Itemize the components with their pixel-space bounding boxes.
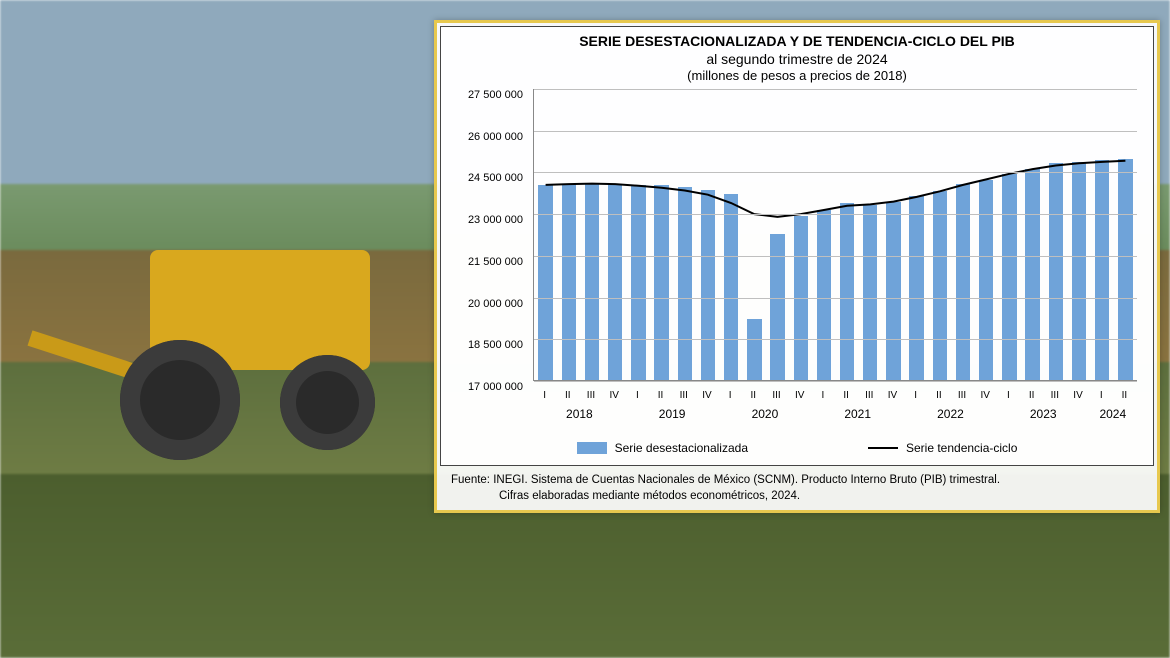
x-quarter-label: III	[865, 390, 873, 401]
x-quarter-label: II	[1029, 390, 1035, 401]
x-quarter-label: I	[636, 390, 639, 401]
x-quarter-label: III	[587, 390, 595, 401]
gridline	[534, 256, 1137, 257]
chart-plot: 17 000 000 18 500 000 20 000 000 21 500 000…	[451, 89, 1143, 429]
chart-units: (millones de pesos a precios de 2018)	[451, 68, 1143, 83]
x-quarter-label: III	[958, 390, 966, 401]
x-quarter-label: IV	[795, 390, 804, 401]
gridline	[534, 214, 1137, 215]
x-quarter-label: II	[565, 390, 571, 401]
y-tick-label: 20 000 000	[468, 298, 523, 310]
legend-bar-swatch	[577, 442, 607, 454]
y-tick-label: 26 000 000	[468, 131, 523, 143]
legend-bar-label: Serie desestacionalizada	[615, 441, 748, 455]
x-quarter-label: I	[1100, 390, 1103, 401]
x-quarter-label: III	[680, 390, 688, 401]
tractor-illustration	[30, 220, 450, 480]
y-tick-label: 24 500 000	[468, 172, 523, 184]
chart-title: SERIE DESESTACIONALIZADA Y DE TENDENCIA-…	[451, 33, 1143, 49]
y-tick-label: 27 500 000	[468, 89, 523, 101]
x-quarter-label: II	[1122, 390, 1128, 401]
y-tick-label: 21 500 000	[468, 256, 523, 268]
x-quarter-label: II	[658, 390, 664, 401]
x-year-label: 2018	[566, 407, 593, 421]
x-quarter-label: I	[543, 390, 546, 401]
x-year-label: 2024	[1099, 407, 1126, 421]
y-tick-label: 18 500 000	[468, 339, 523, 351]
y-tick-label: 17 000 000	[468, 381, 523, 393]
x-quarter-label: II	[936, 390, 942, 401]
chart-source: Fuente: INEGI. Sistema de Cuentas Nacion…	[437, 469, 1157, 510]
gridline	[534, 131, 1137, 132]
x-year-label: 2022	[937, 407, 964, 421]
chart-legend: Serie desestacionalizada Serie tendencia…	[441, 429, 1153, 465]
x-quarter-label: IV	[888, 390, 897, 401]
gridline	[534, 298, 1137, 299]
trend-line	[546, 161, 1126, 217]
x-quarter-label: II	[751, 390, 757, 401]
y-tick-label: 23 000 000	[468, 214, 523, 226]
gridline	[534, 89, 1137, 90]
x-year-label: 2020	[752, 407, 779, 421]
x-quarter-label: I	[822, 390, 825, 401]
x-quarter-label: IV	[609, 390, 618, 401]
x-quarter-label: I	[1007, 390, 1010, 401]
x-quarter-label: II	[843, 390, 849, 401]
gridline	[534, 172, 1137, 173]
x-quarter-label: IV	[1073, 390, 1082, 401]
x-quarter-label: IV	[981, 390, 990, 401]
chart-card: SERIE DESESTACIONALIZADA Y DE TENDENCIA-…	[434, 20, 1160, 513]
legend-line-swatch	[868, 447, 898, 449]
gridline	[534, 381, 1137, 382]
chart-subtitle: al segundo trimestre de 2024	[451, 51, 1143, 67]
x-quarter-label: I	[729, 390, 732, 401]
x-year-label: 2023	[1030, 407, 1057, 421]
x-quarter-label: III	[1051, 390, 1059, 401]
x-quarter-label: I	[914, 390, 917, 401]
x-year-label: 2019	[659, 407, 686, 421]
legend-line-label: Serie tendencia-ciclo	[906, 441, 1017, 455]
x-quarter-label: III	[772, 390, 780, 401]
x-year-label: 2021	[844, 407, 871, 421]
x-quarter-label: IV	[702, 390, 711, 401]
gridline	[534, 339, 1137, 340]
